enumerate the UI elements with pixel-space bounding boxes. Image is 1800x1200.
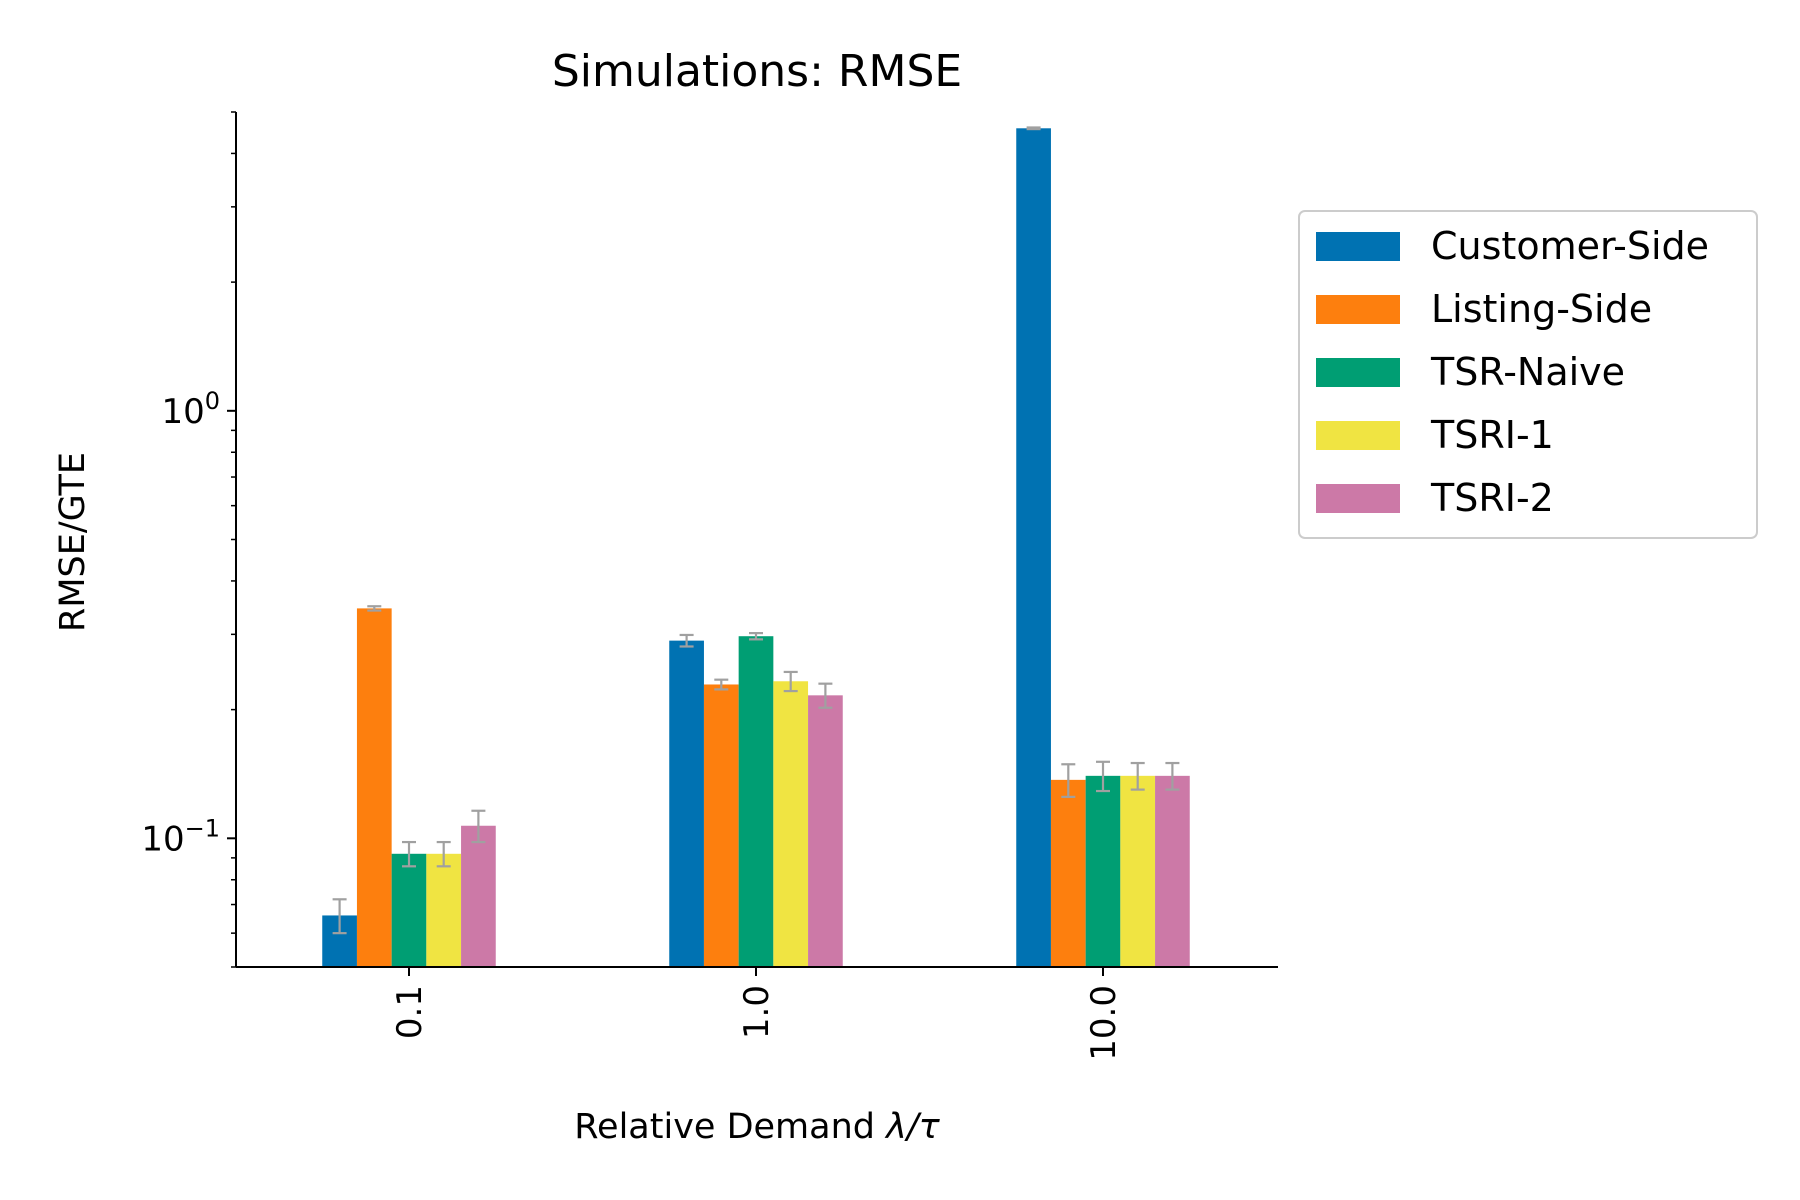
legend-item-customer-side: Customer-Side — [1316, 224, 1709, 268]
bar-tsr-naive-10.0 — [1085, 775, 1121, 967]
bar-tsri-1-0.1 — [426, 853, 462, 967]
chart-title: Simulations: RMSE — [552, 46, 962, 97]
legend-item-tsri-1: TSRI-1 — [1316, 413, 1554, 457]
x-tick-label-10.0: 10.0 — [1084, 985, 1124, 1061]
errorbar-tsri-1-10.0 — [1130, 761, 1145, 791]
bar-tsr-naive-0.1 — [391, 853, 427, 967]
legend-item-tsr-naive: TSR-Naive — [1316, 350, 1625, 394]
bars-layer — [322, 128, 1190, 968]
x-tick-label-0.1: 0.1 — [390, 985, 430, 1039]
errorbar-tsr-naive-0.1 — [402, 840, 416, 868]
errorbar-tsr-naive-10.0 — [1096, 760, 1110, 793]
legend-swatch — [1316, 421, 1400, 450]
bar-tsri-2-10.0 — [1155, 775, 1190, 967]
errorbar-listing-side-1.0 — [714, 678, 729, 691]
y-tick-exponent: 0 — [205, 387, 220, 415]
x-axis-label-math: λ/τ — [884, 1107, 941, 1147]
bar-tsri-1-1.0 — [773, 681, 809, 967]
legend-swatch — [1316, 358, 1400, 387]
errorbar-customer-side-10.0 — [1026, 126, 1041, 131]
bar-listing-side-1.0 — [703, 684, 739, 967]
x-tick-label-1.0: 1.0 — [737, 985, 777, 1039]
legend-swatch — [1316, 295, 1400, 324]
y-tick-label: 100 — [161, 387, 220, 432]
errorbar-listing-side-10.0 — [1061, 763, 1076, 798]
errorbar-tsri-1-1.0 — [783, 670, 798, 693]
y-tick-base: 10 — [161, 392, 204, 432]
bar-tsr-naive-1.0 — [738, 636, 774, 967]
legend-label: TSRI-2 — [1430, 476, 1554, 520]
bar-listing-side-10.0 — [1050, 779, 1086, 967]
bar-tsri-2-1.0 — [808, 695, 843, 967]
legend-label: Customer-Side — [1431, 224, 1709, 268]
errorbar-listing-side-0.1 — [367, 605, 382, 612]
x-axis-label: Relative Demand λ/τ — [574, 1107, 940, 1147]
errorbar-tsr-naive-1.0 — [749, 632, 763, 641]
legend-label: TSR-Naive — [1430, 350, 1625, 394]
bar-customer-side-10.0 — [1016, 128, 1051, 968]
legend-label: Listing-Side — [1431, 287, 1652, 331]
legend-box — [1298, 210, 1758, 539]
errorbar-customer-side-0.1 — [332, 898, 347, 935]
y-tick-label: 10−1 — [141, 814, 220, 859]
bar-tsri-1-10.0 — [1120, 775, 1156, 967]
y-axis-label: RMSE/GTE — [53, 452, 93, 632]
errorbar-customer-side-1.0 — [679, 633, 694, 648]
bar-customer-side-1.0 — [669, 640, 704, 967]
legend-swatch — [1316, 484, 1400, 513]
y-tick-exponent: −1 — [185, 814, 220, 842]
legend-swatch — [1316, 232, 1400, 261]
legend-item-listing-side: Listing-Side — [1316, 287, 1652, 331]
x-axis-label-text: Relative Demand — [574, 1107, 886, 1147]
errorbars-layer — [332, 126, 1180, 935]
legend: Customer-Side Listing-Side TSR-Naive TSRI-1… — [1298, 210, 1758, 539]
errorbar-tsri-1-0.1 — [436, 840, 451, 868]
bar-listing-side-0.1 — [356, 608, 392, 967]
errorbar-tsri-2-0.1 — [471, 809, 486, 844]
y-tick-base: 10 — [141, 819, 184, 859]
bar-tsri-2-0.1 — [461, 825, 496, 967]
legend-item-tsri-2: TSRI-2 — [1316, 476, 1554, 520]
errorbar-tsri-2-10.0 — [1165, 761, 1180, 791]
errorbar-tsri-2-1.0 — [818, 682, 833, 709]
legend-label: TSRI-1 — [1430, 413, 1554, 457]
